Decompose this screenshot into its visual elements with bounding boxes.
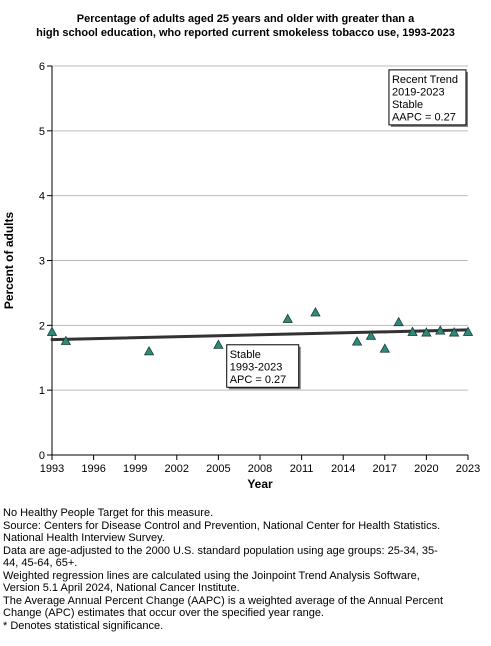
x-tick-label: 2008 (248, 463, 272, 475)
y-axis-label: Percent of adults (2, 212, 16, 310)
y-tick-label: 2 (39, 320, 45, 332)
overall-trend-annotation-line: APC = 0.27 (230, 374, 287, 386)
chart-title-line-2: high school education, who reported curr… (36, 27, 455, 39)
y-tick-label: 1 (39, 385, 45, 397)
overall-trend-annotation-line: 1993-2023 (230, 361, 283, 373)
chart: 0 1 2 3 4 5 6 1993 1996 1999 2002 2005 2008 2011 2014 2… (2, 61, 480, 491)
data-point (351, 336, 363, 346)
data-point (282, 313, 293, 323)
footnote-line: No Healthy People Target for this measur… (3, 507, 214, 519)
y-tick-label: 6 (39, 61, 45, 73)
data-point (407, 326, 418, 336)
chart-title: Percentage of adults aged 25 years and o… (0, 12, 491, 40)
x-tick-label: 2005 (206, 463, 230, 475)
overall-trend-annotation-line: Stable (230, 349, 261, 361)
recent-trend-annotation-line: Stable (392, 99, 423, 111)
y-tick-label: 5 (39, 126, 45, 138)
x-tick-label: 2002 (165, 463, 189, 475)
data-point (435, 325, 446, 335)
footnote-line: Version 5.1 April 2024, National Cancer … (3, 582, 240, 594)
x-tick-label: 1993 (40, 463, 64, 475)
footnote-line: Data are age-adjusted to the 2000 U.S. s… (3, 544, 438, 557)
data-point (379, 343, 390, 353)
y-tick-label: 3 (39, 256, 45, 268)
footnote-line: National Health Interview Survey. (3, 532, 165, 544)
y-tick-label: 0 (39, 450, 45, 462)
x-tick-label: 2017 (373, 463, 397, 475)
x-tick-label: 2023 (456, 463, 480, 475)
data-point (365, 330, 377, 340)
footnote-line: Weighted regression lines are calculated… (3, 569, 420, 582)
data-point (462, 326, 474, 336)
data-point (143, 345, 155, 356)
data-point (213, 339, 224, 349)
recent-trend-annotation-line: 2019-2023 (392, 86, 445, 98)
data-point (46, 326, 58, 336)
footnote-line: 44, 45-64, 65+. (3, 557, 78, 569)
x-axis-label: Year (247, 477, 273, 491)
x-tick-label: 2014 (331, 463, 355, 475)
data-point (310, 307, 321, 317)
footnote-line: Source: Centers for Disease Control and … (3, 519, 441, 532)
footnote-line: The Average Annual Percent Change (AAPC)… (3, 594, 444, 607)
recent-trend-annotation-line: Recent Trend (392, 74, 458, 86)
chart-title-line-1: Percentage of adults aged 25 years and o… (76, 13, 415, 25)
overall-trend-annotation-box (226, 344, 300, 388)
footnote-line: Change (APC) estimates that occur over t… (3, 607, 324, 619)
y-tick-label: 4 (39, 191, 45, 203)
data-point (60, 335, 72, 345)
data-point (448, 327, 460, 337)
footnote-line: * Denotes statistical significance. (3, 619, 164, 632)
x-tick-label: 1996 (81, 463, 105, 475)
footnotes: No Healthy People Target for this measur… (3, 507, 489, 632)
trend-line-segment (50, 330, 387, 342)
data-point (421, 327, 432, 337)
data-point (393, 316, 404, 327)
recent-trend-annotation-box (388, 69, 467, 126)
x-tick-label: 2011 (290, 463, 314, 475)
recent-trend-annotation-line: AAPC = 0.27 (392, 111, 456, 123)
x-tick-label: 2020 (414, 463, 438, 475)
x-tick-label: 1999 (123, 463, 147, 475)
